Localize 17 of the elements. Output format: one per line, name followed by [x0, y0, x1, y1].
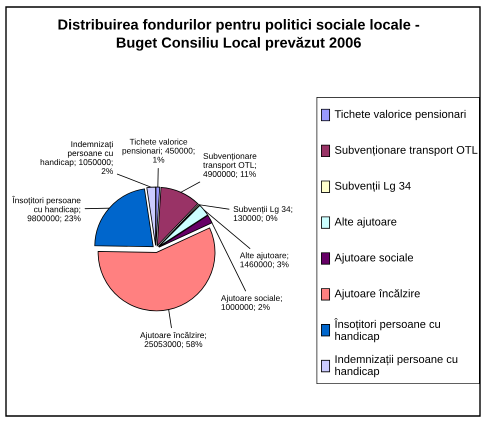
- data-label: Subvenționare transport OTL; 4900000; 11%: [203, 152, 256, 178]
- data-label: Subvenții Lg 34; 130000; 0%: [234, 206, 292, 222]
- data-label: Ajutoare încălzire; 25053000; 58%: [140, 332, 206, 348]
- data-label: Ajutoare sociale; 1000000; 2%: [220, 294, 282, 311]
- data-label: Alte ajutoare; 1460000; 3%: [240, 252, 289, 268]
- legend-label: Subvenții Lg 34: [335, 182, 411, 192]
- legend-label: Însoțitori persoane cu handicap: [334, 318, 440, 342]
- data-label: Indemnizați persoane cu handicap; 1050000; 2%: [40, 140, 113, 174]
- legend-label: Ajutoare încălzire: [334, 289, 420, 300]
- legend-label: Tichete valorice pensionari: [334, 110, 466, 120]
- chart-title: Distribuirea fondurilor pentru politici sociale locale - Buget Consiliu Local prevăzut 2006: [58, 18, 420, 51]
- legend-label: Ajutoare sociale: [334, 253, 414, 264]
- data-label: Însoțitori persoane cu handicap; 9800000; 23%: [12, 196, 81, 222]
- legend-label: Subvenționare transport OTL: [335, 146, 478, 156]
- legend-label: Indemnizații persoane cu handicap: [335, 354, 458, 378]
- data-label: Tichete valorice pensionari; 450000; 1%: [122, 138, 194, 163]
- legend-label: Alte ajutoare: [334, 217, 396, 228]
